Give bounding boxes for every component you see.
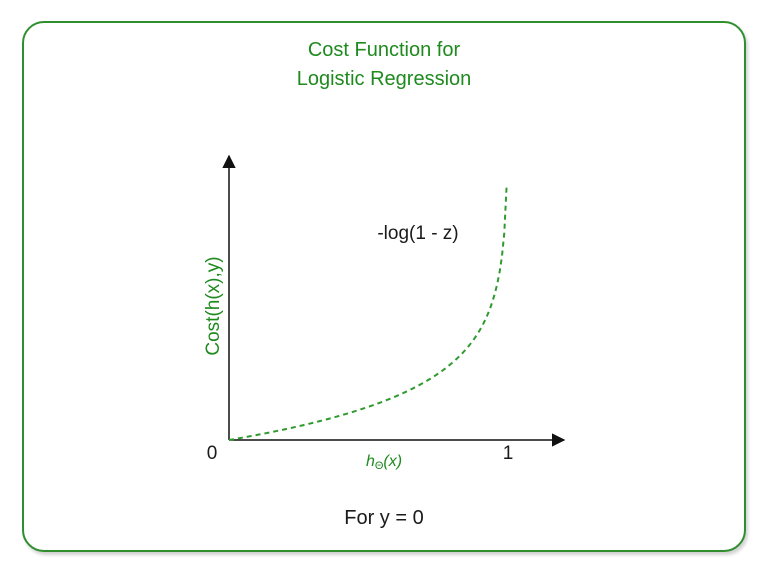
x-tick-end: 1 <box>503 443 514 464</box>
curve-label: -log(1 - z) <box>377 223 458 244</box>
chart-title: Cost Function for Logistic Regression <box>0 36 768 94</box>
chart-caption: For y = 0 <box>344 507 424 529</box>
x-axis-label: hΘ(x) <box>366 453 402 472</box>
title-line-2: Logistic Regression <box>296 68 472 90</box>
x-label-paren: (x) <box>383 453 402 470</box>
y-axis-label: Cost(h(x),y) <box>203 256 224 355</box>
x-tick-origin: 0 <box>207 443 218 464</box>
title-line-1: Cost Function for <box>307 39 461 61</box>
chart-frame <box>22 21 746 552</box>
cost-curve <box>228 185 508 441</box>
x-label-h: h <box>366 453 375 470</box>
x-label-sub: Θ <box>375 460 384 472</box>
